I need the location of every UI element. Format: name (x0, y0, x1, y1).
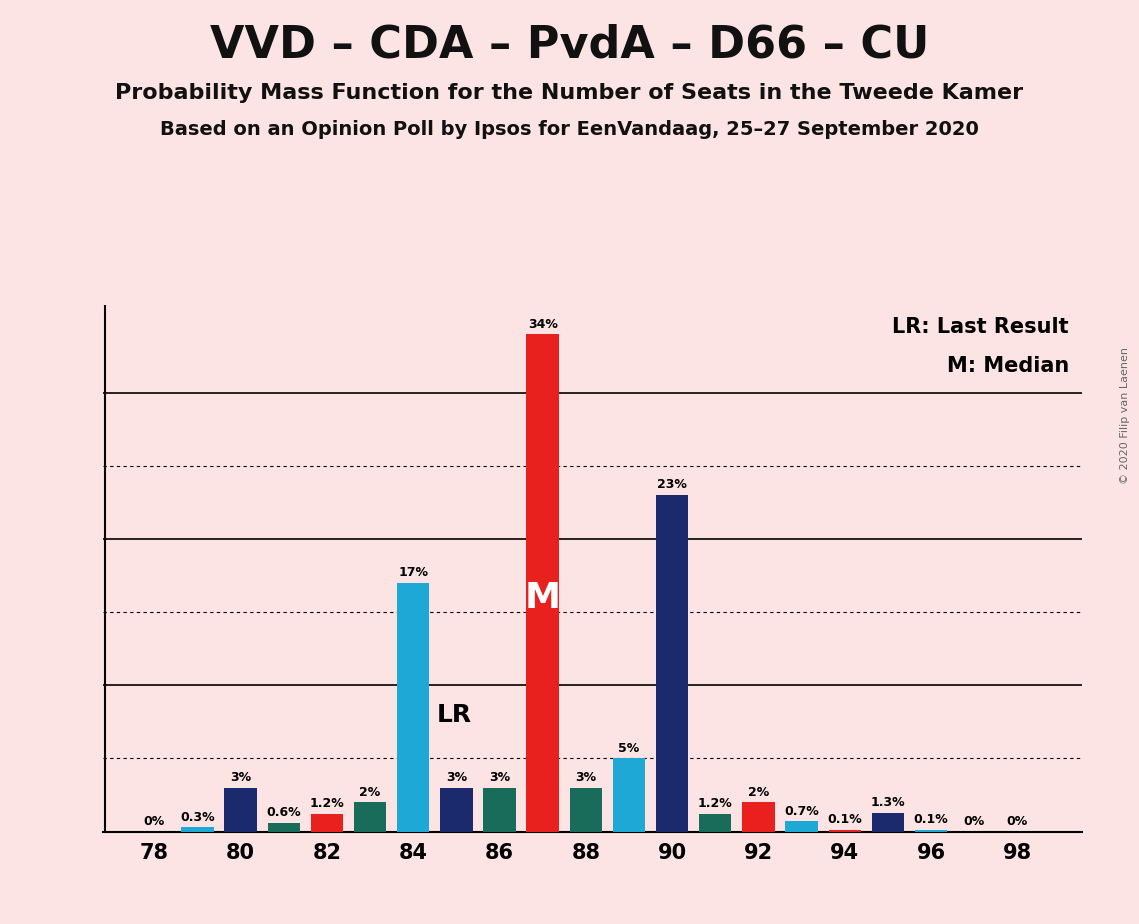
Text: 0%: 0% (144, 815, 165, 828)
Text: 1.2%: 1.2% (698, 797, 732, 810)
Text: 23%: 23% (657, 479, 687, 492)
Bar (699, 814, 731, 832)
Bar (828, 830, 861, 832)
Bar (871, 812, 904, 832)
Bar (181, 827, 214, 832)
Bar (656, 495, 688, 832)
Text: M: M (525, 580, 560, 614)
Text: 0%: 0% (1007, 815, 1029, 828)
Text: 3%: 3% (575, 771, 597, 784)
Text: 2%: 2% (360, 785, 380, 798)
Text: 34%: 34% (527, 318, 558, 331)
Text: 0.7%: 0.7% (784, 805, 819, 818)
Bar (526, 334, 559, 832)
Text: 0%: 0% (964, 815, 985, 828)
Text: 0.3%: 0.3% (180, 810, 215, 823)
Text: © 2020 Filip van Laenen: © 2020 Filip van Laenen (1120, 347, 1130, 484)
Bar (613, 759, 645, 832)
Text: VVD – CDA – PvdA – D66 – CU: VVD – CDA – PvdA – D66 – CU (210, 23, 929, 67)
Text: 0.6%: 0.6% (267, 806, 301, 820)
Bar (398, 583, 429, 832)
Text: 1.2%: 1.2% (310, 797, 344, 810)
Bar (354, 802, 386, 832)
Text: 0.1%: 0.1% (827, 813, 862, 826)
Bar (915, 830, 948, 832)
Text: 5%: 5% (618, 742, 640, 755)
Bar (440, 787, 473, 832)
Text: M: Median: M: Median (947, 356, 1070, 376)
Bar (311, 814, 343, 832)
Text: LR: LR (437, 702, 472, 726)
Text: 3%: 3% (489, 771, 510, 784)
Text: 0.1%: 0.1% (913, 813, 949, 826)
Bar (483, 787, 516, 832)
Text: 3%: 3% (445, 771, 467, 784)
Text: Based on an Opinion Poll by Ipsos for EenVandaag, 25–27 September 2020: Based on an Opinion Poll by Ipsos for Ee… (161, 120, 978, 140)
Text: 2%: 2% (748, 785, 769, 798)
Bar (743, 802, 775, 832)
Text: LR: Last Result: LR: Last Result (893, 317, 1070, 336)
Text: 17%: 17% (399, 566, 428, 579)
Text: Probability Mass Function for the Number of Seats in the Tweede Kamer: Probability Mass Function for the Number… (115, 83, 1024, 103)
Bar (786, 821, 818, 832)
Bar (570, 787, 603, 832)
Text: 1.3%: 1.3% (870, 796, 906, 808)
Bar (268, 822, 300, 832)
Bar (224, 787, 256, 832)
Text: 3%: 3% (230, 771, 252, 784)
